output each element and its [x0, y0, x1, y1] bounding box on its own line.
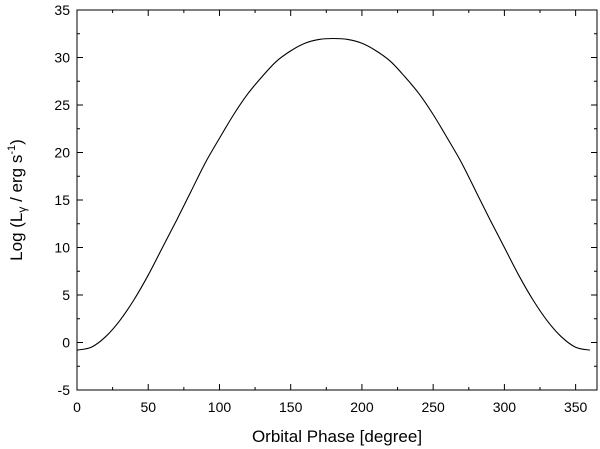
x-tick-label: 50	[140, 399, 156, 415]
y-tick-label: 30	[54, 50, 70, 66]
x-tick-label: 300	[493, 399, 517, 415]
plot-frame	[76, 9, 598, 391]
y-tick-label: 10	[54, 240, 70, 256]
x-tick-label: 100	[208, 399, 232, 415]
x-tick-label: 150	[279, 399, 303, 415]
y-tick-label: 5	[62, 287, 70, 303]
axis-ticks	[76, 9, 597, 391]
y-tick-label: 25	[54, 97, 70, 113]
y-tick-label: 15	[54, 192, 70, 208]
x-tick-label: 0	[73, 399, 81, 415]
x-tick-label: 250	[421, 399, 445, 415]
x-tick-label: 350	[564, 399, 588, 415]
x-axis-title: Orbital Phase [degree]	[252, 427, 422, 446]
y-tick-label: -5	[58, 382, 71, 398]
series-line	[76, 37, 590, 351]
x-tick-label: 200	[350, 399, 374, 415]
y-tick-label: 35	[54, 2, 70, 18]
y-axis-title: Log (Lγ / erg s-1)	[6, 139, 29, 261]
y-tick-label: 0	[62, 335, 70, 351]
y-tick-label: 20	[54, 145, 70, 161]
